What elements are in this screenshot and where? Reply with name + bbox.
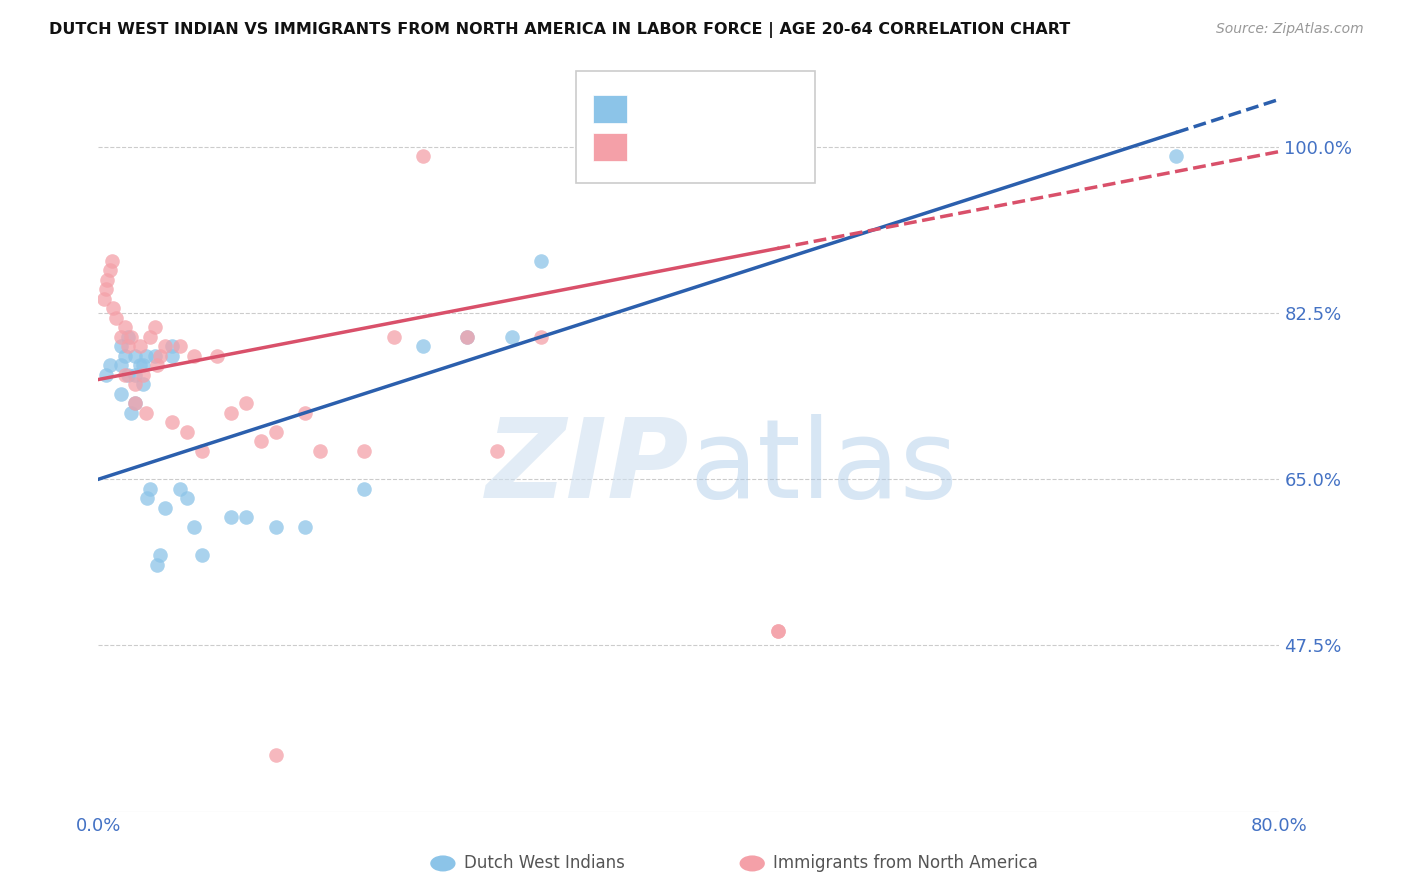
Text: Dutch West Indians: Dutch West Indians [464, 855, 624, 872]
Point [766, 624, 789, 639]
Point [136, 491, 159, 506]
Point [94, 368, 117, 382]
Text: atlas: atlas [689, 415, 957, 522]
Point [191, 548, 214, 562]
Point [139, 330, 162, 344]
Text: 41: 41 [749, 138, 772, 156]
Point [235, 510, 257, 524]
Point [146, 358, 169, 372]
Point [486, 443, 509, 458]
Point [135, 406, 157, 420]
Point [128, 358, 150, 372]
Point [132, 368, 155, 382]
Point [110, 330, 132, 344]
Point [98, 263, 121, 277]
Text: DUTCH WEST INDIAN VS IMMIGRANTS FROM NORTH AMERICA IN LABOR FORCE | AGE 20-64 CO: DUTCH WEST INDIAN VS IMMIGRANTS FROM NOR… [49, 22, 1070, 38]
Point [412, 149, 434, 163]
Point [139, 482, 162, 496]
Point [110, 339, 132, 353]
Point [353, 443, 375, 458]
Point [176, 491, 198, 506]
Point [124, 349, 146, 363]
Point [250, 434, 273, 449]
Text: R =: R = [633, 138, 669, 156]
Text: ZIP: ZIP [485, 415, 689, 522]
Point [114, 368, 136, 382]
Point [153, 339, 176, 353]
Point [117, 339, 139, 353]
Text: 0.317: 0.317 [664, 138, 716, 156]
Point [124, 377, 146, 392]
Point [221, 406, 243, 420]
Point [110, 386, 132, 401]
Point [120, 406, 142, 420]
Point [117, 330, 139, 344]
Point [353, 482, 375, 496]
Point [264, 425, 287, 439]
Point [135, 349, 157, 363]
Text: N =: N = [709, 138, 756, 156]
Point [191, 443, 214, 458]
Point [162, 415, 183, 429]
Point [114, 349, 136, 363]
Point [149, 548, 172, 562]
Point [93, 292, 115, 306]
Point [94, 282, 117, 296]
Text: Source: ZipAtlas.com: Source: ZipAtlas.com [1216, 22, 1364, 37]
Point [530, 253, 553, 268]
Point [309, 443, 332, 458]
Point [149, 349, 172, 363]
Point [117, 368, 139, 382]
Point [264, 747, 287, 762]
Point [412, 339, 434, 353]
Point [766, 624, 789, 639]
Point [110, 358, 132, 372]
Point [183, 349, 205, 363]
Point [530, 330, 553, 344]
Point [221, 510, 243, 524]
Point [382, 330, 405, 344]
Point [457, 330, 479, 344]
Point [114, 320, 136, 334]
Point [105, 310, 128, 325]
Point [124, 396, 146, 410]
Text: R =: R = [633, 100, 669, 118]
Text: 0.562: 0.562 [664, 100, 716, 118]
Point [143, 320, 166, 334]
Point [120, 330, 142, 344]
Point [176, 425, 198, 439]
Point [205, 349, 228, 363]
Point [98, 358, 121, 372]
Point [96, 273, 118, 287]
Point [162, 349, 183, 363]
Point [128, 339, 150, 353]
Text: 38: 38 [749, 100, 772, 118]
Point [153, 500, 176, 515]
Point [235, 396, 257, 410]
Point [264, 520, 287, 534]
Point [100, 253, 122, 268]
Point [457, 330, 479, 344]
Point [146, 558, 169, 572]
Point [132, 377, 155, 392]
Text: N =: N = [709, 100, 756, 118]
Point [162, 339, 183, 353]
Point [124, 396, 146, 410]
Point [1166, 149, 1188, 163]
Point [124, 368, 146, 382]
Point [183, 520, 205, 534]
Point [103, 301, 125, 316]
Point [132, 358, 155, 372]
Point [169, 339, 191, 353]
Point [143, 349, 166, 363]
Text: Immigrants from North America: Immigrants from North America [773, 855, 1038, 872]
Point [294, 520, 316, 534]
Point [501, 330, 523, 344]
Point [169, 482, 191, 496]
Point [294, 406, 316, 420]
